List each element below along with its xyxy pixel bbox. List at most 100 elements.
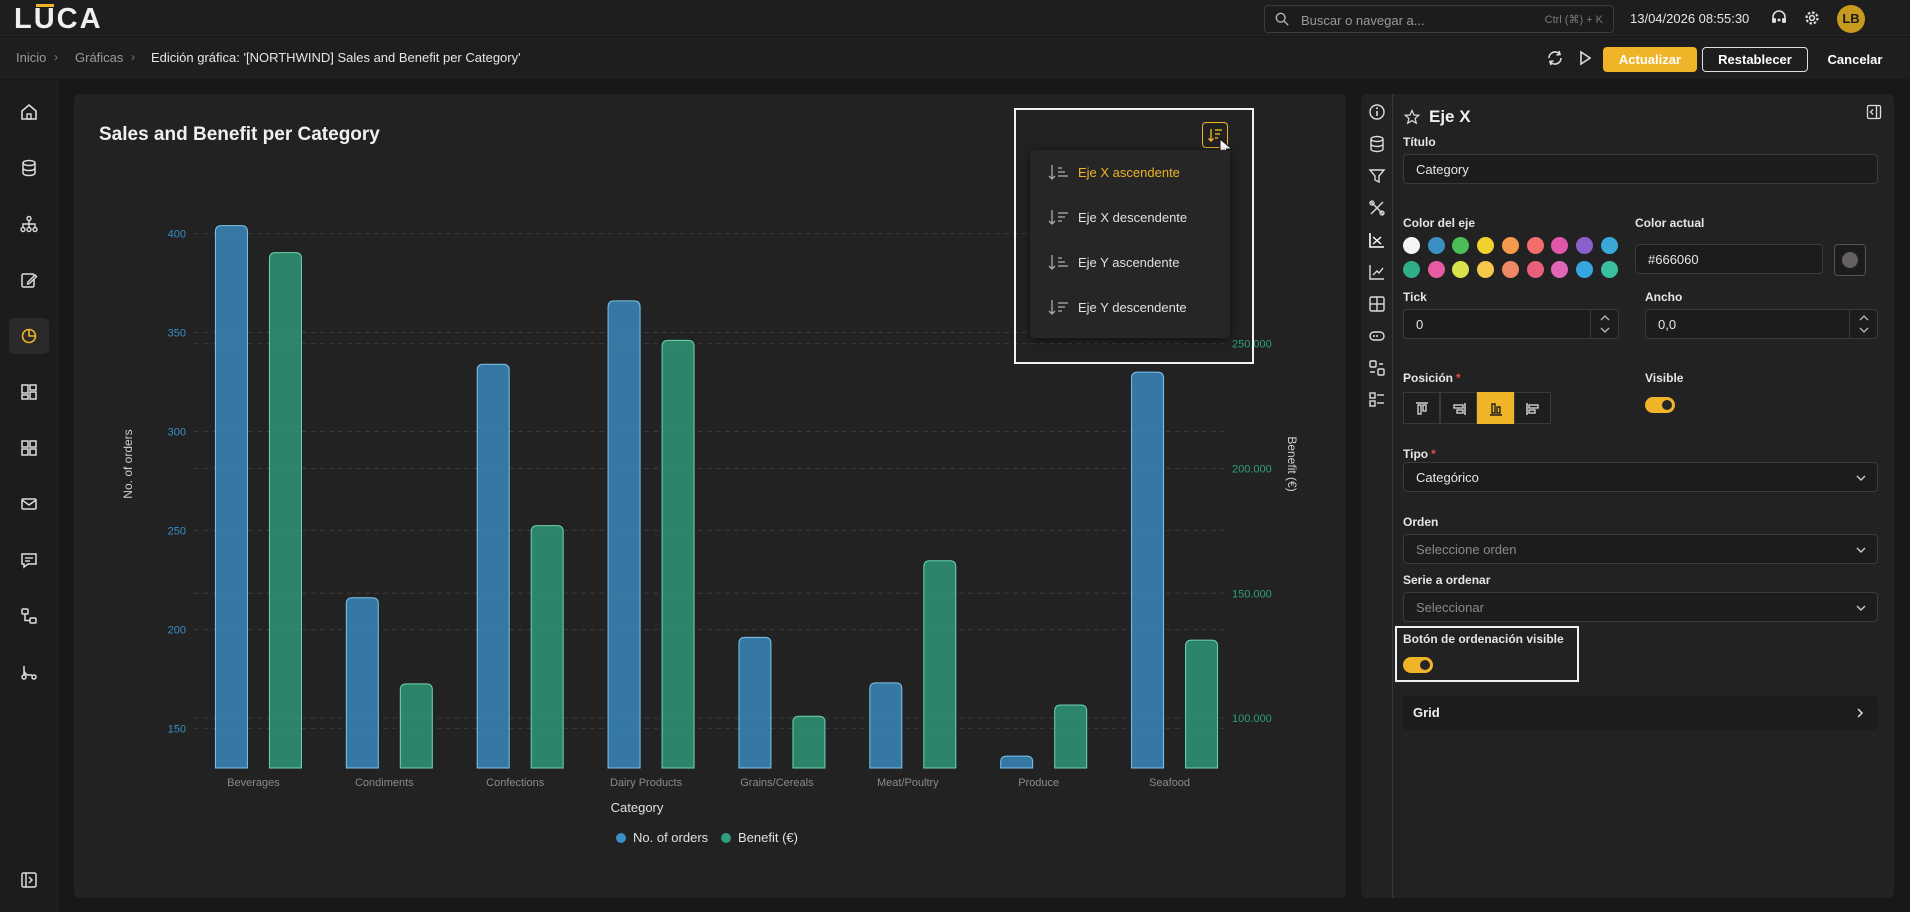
y-right-tick-label: 200.000 — [1232, 464, 1272, 476]
sort-icon — [1208, 129, 1222, 142]
color-swatch[interactable] — [1477, 261, 1495, 278]
tab-labels[interactable] — [1368, 327, 1386, 345]
nav-routes[interactable] — [9, 654, 49, 690]
color-swatch[interactable] — [1501, 237, 1519, 254]
position-left-button[interactable] — [1514, 392, 1551, 424]
avatar[interactable]: LB — [1837, 5, 1865, 33]
nav-charts[interactable] — [9, 318, 49, 354]
color-swatch[interactable] — [1427, 261, 1445, 278]
nav-model[interactable] — [9, 206, 49, 242]
y-left-axis-title: No. of orders — [121, 429, 135, 498]
order-select[interactable]: Seleccione orden — [1403, 534, 1878, 564]
grid-section[interactable]: Grid — [1403, 696, 1878, 730]
tick-spinner[interactable] — [1590, 310, 1618, 338]
series-order-label: Serie a ordenar — [1403, 573, 1491, 587]
tab-interactions[interactable] — [1368, 359, 1386, 377]
type-select[interactable]: Categórico — [1403, 462, 1878, 492]
y-left-tick-label: 350 — [168, 328, 186, 340]
tab-y-axis[interactable] — [1368, 263, 1386, 281]
tab-filters[interactable] — [1368, 167, 1386, 185]
support-icon[interactable] — [1770, 9, 1788, 27]
nav-collapse[interactable] — [9, 862, 49, 898]
app-logo[interactable]: LUCA — [14, 3, 103, 35]
tick-stepper[interactable]: 0 — [1403, 309, 1619, 339]
bar-benefit — [1185, 639, 1219, 769]
width-stepper[interactable]: 0,0 — [1645, 309, 1878, 339]
search-shortcut: Ctrl (⌘) + K — [1544, 14, 1603, 26]
breadcrumb-graficas[interactable]: Gráficas — [75, 50, 124, 65]
color-swatch[interactable] — [1403, 261, 1420, 278]
cancel-button[interactable]: Cancelar — [1827, 52, 1883, 67]
color-swatch[interactable] — [1526, 237, 1544, 254]
tab-data[interactable] — [1368, 135, 1386, 153]
tab-legend[interactable] — [1368, 391, 1386, 409]
hierarchy-icon — [20, 215, 38, 233]
color-swatch[interactable] — [1575, 237, 1593, 254]
color-swatch[interactable] — [1452, 237, 1470, 254]
bar-orders — [476, 363, 510, 769]
color-picker-button[interactable] — [1834, 244, 1866, 276]
color-swatch[interactable] — [1403, 237, 1420, 254]
title-input[interactable]: Category — [1403, 154, 1878, 184]
color-swatch[interactable] — [1501, 261, 1519, 278]
play-icon[interactable] — [1576, 49, 1594, 67]
color-swatch[interactable] — [1600, 261, 1618, 278]
color-swatch[interactable] — [1551, 261, 1569, 278]
color-swatch[interactable] — [1477, 237, 1495, 254]
refresh-icon[interactable] — [1546, 49, 1564, 67]
breadcrumb-inicio[interactable]: Inicio — [16, 50, 47, 65]
sort-y-desc[interactable]: Eje Y descendente — [1030, 287, 1230, 327]
gear-icon[interactable] — [1803, 9, 1821, 27]
visible-label: Visible — [1645, 371, 1684, 385]
sort-x-desc[interactable]: Eje X descendente — [1030, 197, 1230, 237]
color-swatch[interactable] — [1526, 261, 1544, 278]
sort-button-visible-toggle[interactable] — [1403, 657, 1433, 673]
visible-toggle[interactable] — [1645, 397, 1675, 413]
collapse-panel-icon[interactable] — [1866, 104, 1882, 120]
position-top-button[interactable] — [1403, 392, 1440, 424]
nav-home[interactable] — [9, 94, 49, 130]
position-right-button[interactable] — [1440, 392, 1477, 424]
bar-orders — [345, 597, 379, 769]
color-swatch[interactable] — [1600, 237, 1618, 254]
nav-mail[interactable] — [9, 486, 49, 522]
nav-apps[interactable] — [9, 430, 49, 466]
position-bottom-button[interactable] — [1477, 392, 1514, 424]
search-input[interactable]: Buscar o navegar a... Ctrl (⌘) + K — [1264, 5, 1614, 33]
reset-button[interactable]: Restablecer — [1702, 47, 1808, 72]
chevron-down-icon[interactable] — [1859, 326, 1869, 334]
series-order-select[interactable]: Seleccionar — [1403, 592, 1878, 622]
sort-y-asc[interactable]: Eje Y ascendente — [1030, 242, 1230, 282]
nav-dashboards[interactable] — [9, 374, 49, 410]
chevron-up-icon[interactable] — [1600, 314, 1610, 322]
chevron-down-icon[interactable] — [1600, 326, 1610, 334]
color-swatch[interactable] — [1551, 237, 1569, 254]
y-right-tick-label: 250.000 — [1232, 339, 1272, 351]
search-icon — [1275, 12, 1289, 26]
width-spinner[interactable] — [1849, 310, 1877, 338]
chevron-up-icon[interactable] — [1859, 314, 1869, 322]
mail-icon — [21, 498, 37, 510]
nav-data[interactable] — [9, 150, 49, 186]
nav-flows[interactable] — [9, 598, 49, 634]
update-button[interactable]: Actualizar — [1603, 47, 1697, 72]
align-bottom-icon — [1490, 403, 1502, 416]
color-swatch[interactable] — [1575, 261, 1593, 278]
sort-button[interactable] — [1202, 122, 1228, 148]
nav-messages[interactable] — [9, 542, 49, 578]
left-nav — [0, 80, 58, 912]
logo-accent — [36, 4, 54, 7]
tab-info[interactable] — [1368, 103, 1386, 121]
color-swatch[interactable] — [1452, 261, 1470, 278]
y-right-tick-label: 150.000 — [1232, 588, 1272, 600]
tab-series[interactable] — [1368, 295, 1386, 313]
edit-icon — [21, 273, 38, 288]
width-label: Ancho — [1645, 290, 1683, 304]
tab-style[interactable] — [1368, 199, 1386, 217]
current-color-input[interactable]: #666060 — [1635, 244, 1823, 274]
nav-edit[interactable] — [9, 262, 49, 298]
color-swatch[interactable] — [1427, 237, 1445, 254]
star-icon[interactable] — [1404, 109, 1420, 125]
tab-x-axis[interactable] — [1368, 231, 1386, 249]
sort-x-asc[interactable]: Eje X ascendente — [1030, 152, 1230, 192]
